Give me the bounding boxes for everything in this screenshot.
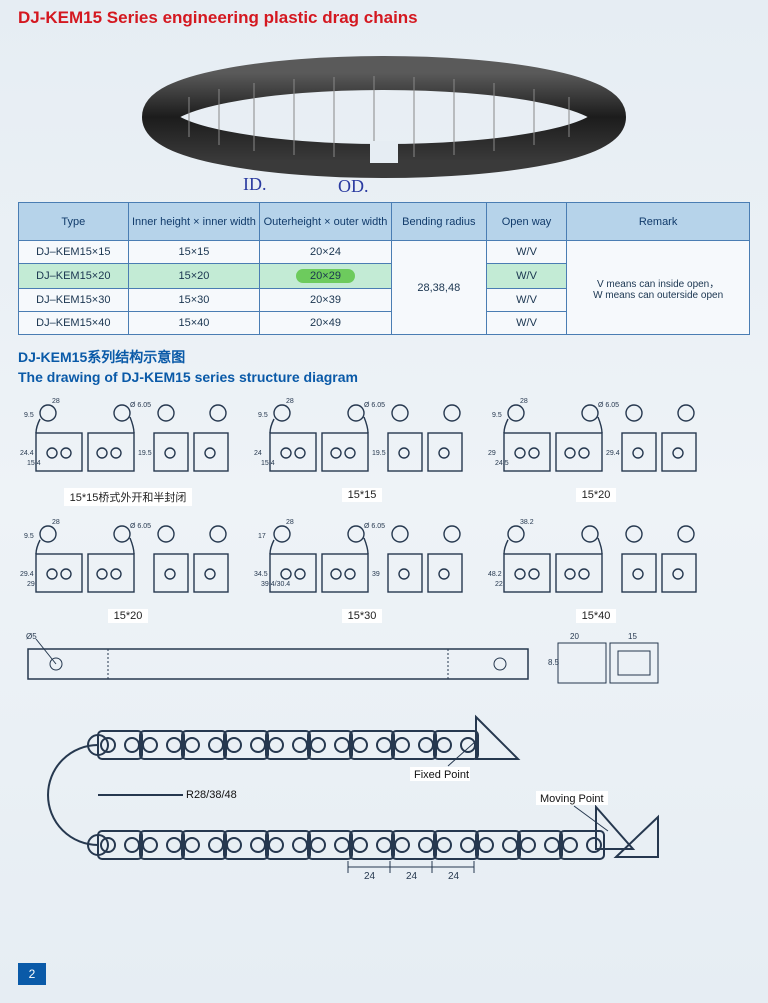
svg-text:48.2: 48.2 — [488, 571, 502, 578]
drawing-item: 28 29 24.5 Ø 6.05 29.4 9.5 15*20 — [486, 393, 706, 506]
svg-text:Ø 6.05: Ø 6.05 — [130, 402, 151, 409]
svg-text:19.5: 19.5 — [372, 450, 386, 457]
svg-text:38.2: 38.2 — [520, 519, 534, 526]
spec-table: TypeInner height × inner widthOuterheigh… — [18, 202, 750, 335]
section-heading-cn: DJ-KEM15系列结构示意图 — [18, 347, 750, 367]
svg-text:24.4: 24.4 — [20, 450, 34, 457]
drawing-item: 38.2 48.2 22 15*40 — [486, 514, 706, 623]
page-number: 2 — [18, 963, 46, 985]
svg-text:Ø 6.05: Ø 6.05 — [364, 402, 385, 409]
svg-text:24: 24 — [254, 450, 262, 457]
svg-text:15.4: 15.4 — [27, 460, 41, 467]
svg-text:24.5: 24.5 — [495, 460, 509, 467]
section-heading-en: The drawing of DJ-KEM15 series structure… — [18, 369, 750, 385]
svg-text:28: 28 — [52, 519, 60, 526]
table-header: Open way — [486, 203, 566, 241]
long-bar-drawing: Ø5 20 8.5 15 — [18, 631, 750, 691]
svg-text:R28/38/48: R28/38/48 — [186, 789, 237, 801]
svg-text:29: 29 — [488, 450, 496, 457]
annotation-od: OD. — [338, 176, 369, 197]
table-header: Remark — [567, 203, 750, 241]
svg-text:29.4: 29.4 — [20, 571, 34, 578]
drawing-item: 28 24.4 15.4 Ø 6.05 19.5 9.5 15*15桥式外开和半… — [18, 393, 238, 506]
svg-text:28: 28 — [286, 519, 294, 526]
drawing-item: 28 34.5 39.4/30.4 Ø 6.05 39 17 15*30 — [252, 514, 472, 623]
svg-text:24: 24 — [448, 871, 460, 882]
svg-text:9.5: 9.5 — [492, 412, 502, 419]
svg-text:24: 24 — [364, 871, 376, 882]
svg-text:17: 17 — [258, 533, 266, 540]
svg-text:8.5: 8.5 — [548, 658, 560, 667]
drawing-label: 15*15 — [342, 488, 383, 502]
table-header: Bending radius — [391, 203, 486, 241]
table-header: Inner height × inner width — [128, 203, 260, 241]
svg-text:Ø 6.05: Ø 6.05 — [130, 523, 151, 530]
svg-text:34.5: 34.5 — [254, 571, 268, 578]
annotation-id: ID. — [243, 174, 267, 195]
svg-text:29: 29 — [27, 581, 35, 588]
svg-text:Fixed Point: Fixed Point — [414, 769, 469, 781]
svg-text:28: 28 — [520, 398, 528, 405]
page-title: DJ-KEM15 Series engineering plastic drag… — [18, 8, 750, 28]
table-header: Type — [19, 203, 129, 241]
svg-text:Ø5: Ø5 — [26, 632, 37, 641]
drawing-label: 15*30 — [342, 609, 383, 623]
svg-text:9.5: 9.5 — [24, 412, 34, 419]
drawing-label: 15*20 — [108, 609, 149, 623]
svg-text:15.4: 15.4 — [261, 460, 275, 467]
drawing-item: 28 24 15.4 Ø 6.05 19.5 9.5 15*15 — [252, 393, 472, 506]
svg-text:28: 28 — [286, 398, 294, 405]
drawing-item: 28 29.4 29 Ø 6.05 9.5 15*20 — [18, 514, 238, 623]
svg-text:Ø 6.05: Ø 6.05 — [598, 402, 619, 409]
svg-text:22: 22 — [495, 581, 503, 588]
chain-diagram: R28/38/48 Fixed Point Moving Point 24 24… — [18, 699, 750, 904]
table-header: Outerheight × outer width — [260, 203, 392, 241]
product-photo: ID. OD. — [18, 34, 750, 194]
drawings-row-2: 28 29.4 29 Ø 6.05 9.5 15*20 28 34.5 39.4… — [18, 514, 750, 623]
svg-text:9.5: 9.5 — [24, 533, 34, 540]
table-row: DJ–KEM15×1515×1520×2428,38,48W/VV means … — [19, 241, 750, 264]
svg-text:24: 24 — [406, 871, 418, 882]
drawings-row-1: 28 24.4 15.4 Ø 6.05 19.5 9.5 15*15桥式外开和半… — [18, 393, 750, 506]
svg-text:Ø 6.05: Ø 6.05 — [364, 523, 385, 530]
svg-text:19.5: 19.5 — [138, 450, 152, 457]
drawing-label: 15*40 — [576, 609, 617, 623]
svg-text:15: 15 — [628, 632, 637, 641]
svg-text:39: 39 — [372, 571, 380, 578]
svg-text:20: 20 — [570, 632, 579, 641]
drawing-label: 15*15桥式外开和半封闭 — [64, 488, 193, 506]
svg-text:28: 28 — [52, 398, 60, 405]
svg-text:29.4: 29.4 — [606, 450, 620, 457]
svg-text:9.5: 9.5 — [258, 412, 268, 419]
drawing-label: 15*20 — [576, 488, 617, 502]
svg-text:39.4/30.4: 39.4/30.4 — [261, 581, 290, 588]
svg-text:Moving Point: Moving Point — [540, 793, 604, 805]
